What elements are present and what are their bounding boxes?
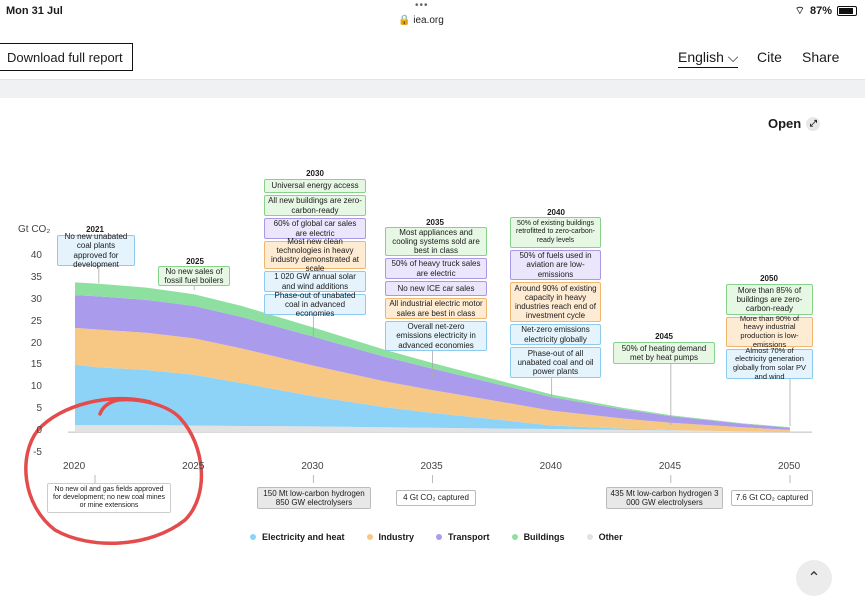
y-tick-label: -5 (33, 447, 42, 458)
share-link[interactable]: Share (802, 49, 840, 65)
note-2045: 435 Mt low-carbon hydrogen 3 000 GW elec… (606, 487, 723, 509)
area-transport (75, 295, 790, 430)
note-2020: No new oil and gas fields approved for d… (47, 483, 171, 513)
legend-other[interactable]: Other (586, 532, 623, 542)
tab-dots[interactable]: ••• (415, 0, 429, 11)
legend-dot (511, 534, 518, 540)
area-electricity-and-heat (75, 364, 790, 433)
area-buildings (75, 282, 790, 428)
expand-icon: ⤢ (806, 116, 821, 131)
y-tick-label: 20 (30, 337, 42, 349)
milestone-2035-box-5: Overall net-zero emissions electricity i… (385, 321, 487, 351)
year-2021-label: 2021 (86, 225, 104, 234)
language-select[interactable]: English ⌵ (678, 49, 739, 68)
milestone-2030-box-3: 60% of global car sales are electric (264, 218, 366, 239)
legend-dot (586, 534, 593, 540)
red-annotation-circle (24, 396, 204, 545)
chevron-up-icon: ⌃ (807, 570, 821, 587)
milestone-2021-box: No new unabated coal plants approved for… (57, 232, 135, 269)
y-tick-label: 30 (30, 293, 42, 305)
y-tick-label: 5 (36, 403, 42, 415)
milestone-2040-box-2: 50% of fuels used in aviation are low-em… (510, 250, 601, 280)
milestone-2035-box-3: No new ICE car sales (385, 281, 487, 296)
milestone-2035-box-2: 50% of heavy truck sales are electric (385, 258, 487, 279)
legend-dot (436, 534, 443, 540)
year-2030-label: 2030 (306, 169, 324, 178)
x-tick-label: 2035 (420, 461, 443, 472)
top-nav (0, 30, 865, 80)
cite-link[interactable]: Cite (757, 49, 782, 65)
year-2035-label: 2035 (426, 218, 444, 227)
milestone-2040-box-4: Net-zero emissions electricity globally (510, 324, 601, 345)
note-2035: 4 Gt CO₂ captured (396, 490, 476, 506)
wifi-icon: ⌔ (794, 5, 805, 17)
year-2040-label: 2040 (547, 208, 565, 217)
x-tick-label: 2045 (658, 461, 682, 472)
milestone-2045-box: 50% of heating demand met by heat pumps (613, 342, 715, 364)
milestone-2040-box-1: 50% of existing buildings retrofitted to… (510, 217, 601, 248)
year-2045-label: 2045 (655, 332, 673, 341)
download-report-button[interactable]: Download full report (0, 43, 133, 71)
legend-dot (250, 534, 256, 540)
chart-legend: Electricity and heat Industry Transport … (250, 532, 623, 542)
open-chart-link[interactable]: Open ⤢ (768, 116, 821, 131)
open-label: Open (768, 116, 802, 131)
milestone-2040-box-5: Phase-out of all unabated coal and oil p… (510, 347, 601, 378)
year-2050-label: 2050 (760, 274, 778, 283)
scroll-to-top-button[interactable]: ⌃ (796, 560, 832, 596)
url-label[interactable]: 🔒 iea.org (398, 15, 444, 26)
legend-dot (366, 534, 373, 540)
legend-buildings[interactable]: Buildings (511, 532, 565, 542)
area-other (75, 425, 790, 433)
area-industry (75, 327, 790, 433)
status-indicators: ⌔ 87% (795, 4, 857, 18)
note-2050: 7.6 Gt CO₂ captured (731, 490, 813, 506)
legend-transport[interactable]: Transport (436, 532, 490, 542)
y-tick-label: 35 (30, 271, 42, 283)
year-2025-label: 2025 (186, 257, 204, 266)
y-axis-label: Gt CO₂ (18, 224, 51, 235)
note-2030: 150 Mt low-carbon hydrogen 850 GW electr… (257, 487, 371, 509)
milestone-2030-box-6: Phase-out of unabated coal in advanced e… (264, 291, 366, 318)
x-tick-label: 2040 (539, 461, 562, 472)
milestone-2030-box-2: All new buildings are zero-carbon-ready (264, 195, 366, 216)
x-tick-label: 2050 (778, 461, 801, 472)
milestone-2035-box-1: Most appliances and cooling systems sold… (385, 227, 487, 256)
y-tick-label: 10 (30, 381, 42, 393)
legend-electricity[interactable]: Electricity and heat (250, 532, 345, 542)
milestone-2030-box-4: Most new clean technologies in heavy ind… (264, 237, 366, 273)
milestone-2025-box: No new sales of fossil fuel boilers (158, 266, 230, 286)
y-tick-label: 15 (30, 359, 42, 371)
y-tick-label: 0 (36, 425, 42, 437)
milestone-2030-box-5: 1 020 GW annual solar and wind additions (264, 271, 366, 292)
y-tick-label: 25 (30, 315, 42, 327)
milestone-2030-box-1: Universal energy access (264, 179, 366, 193)
legend-industry[interactable]: Industry (366, 532, 414, 542)
milestone-2050-box-3: Almost 70% of electricity generation glo… (726, 346, 813, 380)
status-bar: Mon 31 Jul ••• 🔒 iea.org ⌔ 87% (0, 0, 865, 30)
battery-percent: 87% (809, 5, 832, 17)
milestone-2035-box-4: All industrial electric motor sales are … (385, 298, 487, 319)
x-tick-label: 2020 (63, 461, 86, 472)
battery-icon (837, 6, 857, 16)
x-tick-label: 2025 (182, 461, 205, 472)
x-tick-label: 2030 (301, 461, 324, 472)
status-time: Mon 31 Jul (6, 5, 63, 17)
y-tick-label: 40 (30, 250, 42, 261)
milestone-2040-box-3: Around 90% of existing capacity in heavy… (510, 282, 601, 322)
milestone-2050-box-2: More than 90% of heavy industrial produc… (726, 314, 813, 348)
milestone-2050-box-1: More than 85% of buildings are zero-carb… (726, 284, 813, 315)
